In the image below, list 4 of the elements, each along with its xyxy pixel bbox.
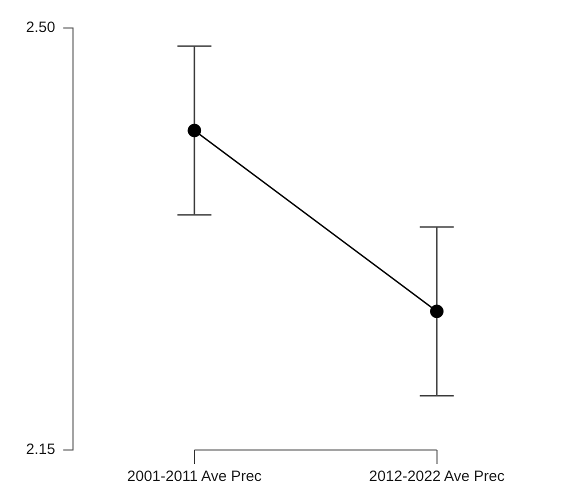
y-tick-label: 2.50 (26, 19, 56, 36)
x-tick-label: 2012-2022 Ave Prec (368, 468, 506, 486)
x-tick-label: 2001-2011 Ave Prec (127, 468, 262, 486)
y-tick-label: 2.15 (26, 441, 56, 458)
